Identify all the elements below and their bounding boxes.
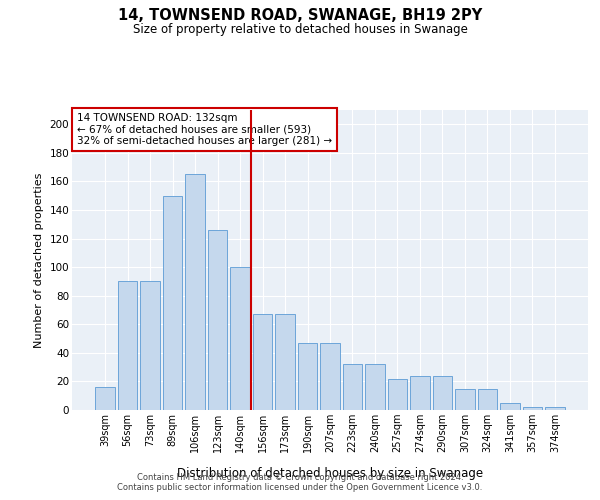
Bar (275, 314, 295, 410)
Text: Size of property relative to detached houses in Swanage: Size of property relative to detached ho… (133, 22, 467, 36)
Bar (455, 388, 475, 410)
Bar (118, 282, 137, 410)
Text: Contains HM Land Registry data © Crown copyright and database right 2024.
Contai: Contains HM Land Registry data © Crown c… (118, 473, 482, 492)
Bar (478, 388, 497, 410)
Y-axis label: Number of detached properties: Number of detached properties (34, 172, 44, 348)
Bar (343, 364, 362, 410)
Bar (388, 378, 407, 410)
Text: 14 TOWNSEND ROAD: 132sqm
← 67% of detached houses are smaller (593)
32% of semi-: 14 TOWNSEND ROAD: 132sqm ← 67% of detach… (77, 113, 332, 146)
Bar (298, 343, 317, 410)
Bar (208, 230, 227, 410)
Bar (320, 343, 340, 410)
Bar (545, 407, 565, 410)
Bar (500, 403, 520, 410)
Bar (523, 407, 542, 410)
Bar (365, 364, 385, 410)
Bar (185, 174, 205, 410)
Bar (95, 387, 115, 410)
Bar (253, 314, 272, 410)
Text: Distribution of detached houses by size in Swanage: Distribution of detached houses by size … (177, 467, 483, 480)
Bar (410, 376, 430, 410)
Bar (140, 282, 160, 410)
Bar (433, 376, 452, 410)
Bar (230, 267, 250, 410)
Bar (163, 196, 182, 410)
Text: 14, TOWNSEND ROAD, SWANAGE, BH19 2PY: 14, TOWNSEND ROAD, SWANAGE, BH19 2PY (118, 8, 482, 22)
